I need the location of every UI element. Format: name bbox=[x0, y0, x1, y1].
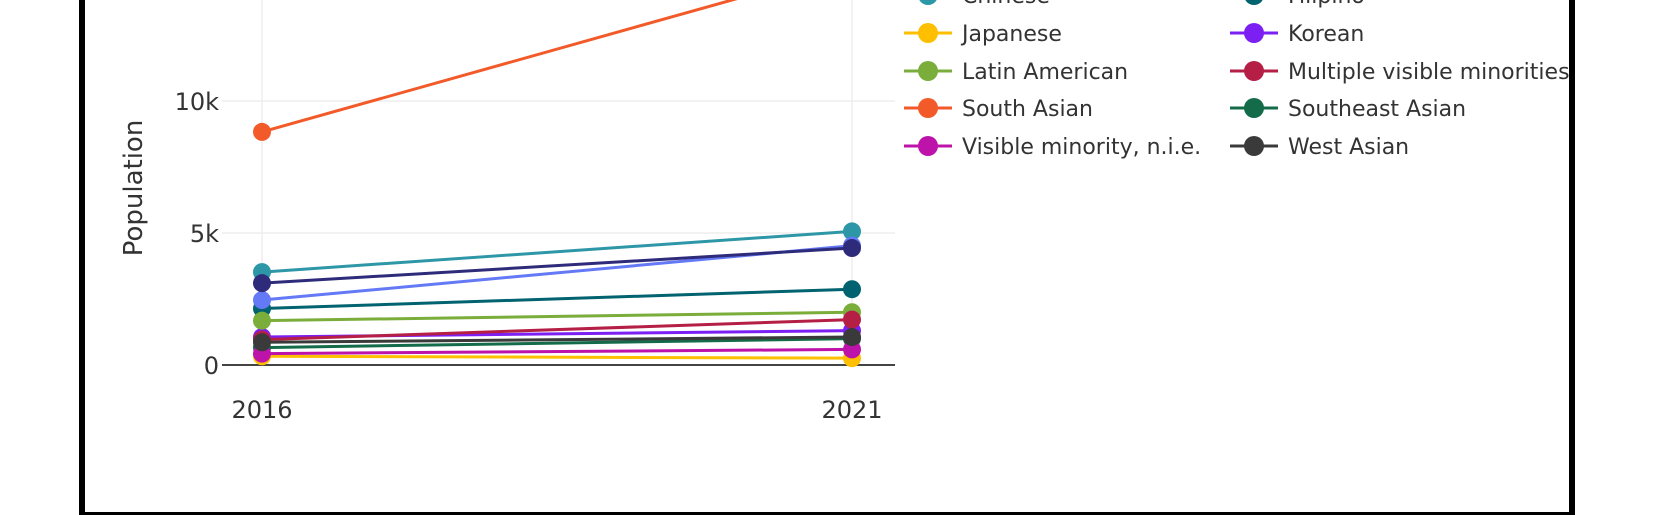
legend: Chinese Filipino Japanese Korean Latin Ameri… bbox=[904, 0, 1570, 160]
grid-lines bbox=[222, 0, 895, 365]
data-point bbox=[843, 340, 861, 359]
legend-label: South Asian bbox=[962, 97, 1093, 122]
data-point bbox=[253, 274, 271, 293]
legend-swatch-marker bbox=[918, 136, 938, 156]
data-point bbox=[843, 328, 861, 347]
legend-swatch-marker bbox=[1244, 61, 1264, 81]
legend-swatch-marker bbox=[919, 0, 937, 5]
legend-swatch-marker bbox=[918, 98, 938, 118]
series-line bbox=[261, 337, 853, 350]
series-group bbox=[253, 328, 861, 352]
legend-item: Korean bbox=[1230, 22, 1364, 47]
series-line bbox=[261, 318, 853, 342]
legend-label: Latin American bbox=[962, 60, 1128, 85]
data-point bbox=[253, 311, 271, 330]
legend-swatch-marker bbox=[1244, 23, 1264, 43]
legend-item: Multiple visible minorities bbox=[1230, 60, 1570, 85]
legend-item: South Asian bbox=[904, 97, 1093, 122]
legend-label: Japanese bbox=[960, 22, 1062, 47]
series-group bbox=[253, 239, 861, 293]
data-point bbox=[843, 222, 861, 241]
series-line bbox=[261, 229, 853, 274]
legend-label: Filipino bbox=[1288, 0, 1365, 9]
series-line bbox=[261, 0, 738, 134]
data-point bbox=[843, 310, 861, 329]
legend-swatch-marker bbox=[1244, 98, 1264, 118]
series-line bbox=[261, 335, 853, 344]
legend-item: Chinese bbox=[919, 0, 1050, 9]
series-group bbox=[253, 0, 738, 141]
series-line bbox=[261, 310, 853, 323]
series-lines bbox=[253, 0, 861, 368]
x-tick-label: 2021 bbox=[821, 396, 882, 424]
legend-swatch-marker bbox=[918, 23, 938, 43]
y-tick-label: 5k bbox=[190, 220, 219, 248]
legend-item: Japanese bbox=[904, 22, 1062, 47]
legend-item: West Asian bbox=[1230, 135, 1409, 160]
x-tick-label: 2016 bbox=[231, 396, 292, 424]
legend-label: Visible minority, n.i.e. bbox=[962, 135, 1201, 160]
data-point bbox=[843, 280, 861, 299]
legend-label: Chinese bbox=[962, 0, 1050, 9]
legend-swatch-marker bbox=[918, 61, 938, 81]
y-tick-label: 10k bbox=[175, 88, 220, 116]
y-tick-label: 0 bbox=[204, 352, 219, 380]
legend-label: Multiple visible minorities bbox=[1288, 60, 1570, 85]
series-line bbox=[261, 347, 853, 356]
legend-item: Visible minority, n.i.e. bbox=[904, 135, 1201, 160]
legend-label: Korean bbox=[1288, 22, 1364, 47]
legend-item: Filipino bbox=[1245, 0, 1365, 9]
data-point bbox=[253, 122, 271, 141]
legend-swatch-marker bbox=[1245, 0, 1263, 5]
legend-item: Southeast Asian bbox=[1230, 97, 1466, 122]
legend-swatch-marker bbox=[1244, 136, 1264, 156]
legend-item: Latin American bbox=[904, 60, 1128, 85]
series-line bbox=[261, 246, 853, 285]
data-point bbox=[843, 239, 861, 258]
legend-label: West Asian bbox=[1288, 135, 1409, 160]
data-point bbox=[253, 333, 271, 352]
legend-label: Southeast Asian bbox=[1288, 97, 1466, 122]
series-line bbox=[261, 287, 853, 311]
figure-border bbox=[79, 0, 1575, 515]
y-axis-label: Population bbox=[119, 120, 149, 257]
series-line bbox=[261, 354, 853, 360]
axes: 0 5k 10k 2016 2021 bbox=[175, 88, 895, 424]
data-point bbox=[253, 291, 271, 310]
